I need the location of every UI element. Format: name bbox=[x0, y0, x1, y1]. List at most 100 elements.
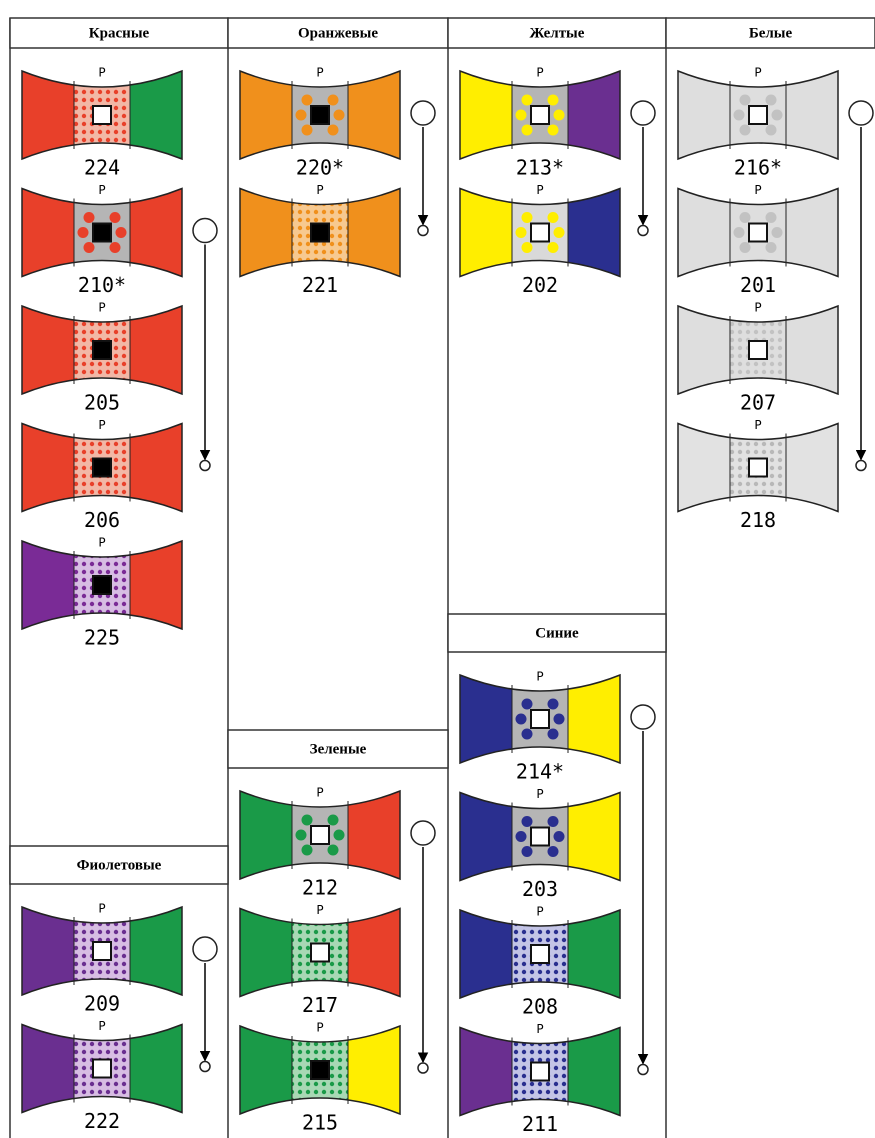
dot bbox=[83, 242, 95, 253]
sample: P 214* bbox=[459, 670, 621, 784]
end-circle bbox=[637, 1063, 649, 1076]
start-circle bbox=[192, 217, 218, 244]
dot bbox=[521, 816, 533, 827]
left-panel bbox=[22, 188, 74, 277]
sample: P 210* bbox=[21, 183, 183, 297]
dot bbox=[547, 846, 559, 857]
center-square bbox=[310, 942, 330, 963]
dot bbox=[771, 109, 783, 121]
dot bbox=[547, 698, 559, 710]
outline bbox=[459, 791, 621, 882]
sample-code: 205 bbox=[84, 391, 120, 415]
sample: P 202 bbox=[459, 183, 621, 297]
sample-code: 215 bbox=[302, 1111, 338, 1135]
outline bbox=[21, 539, 183, 631]
p-label: P bbox=[536, 183, 543, 197]
p-label: P bbox=[316, 66, 323, 80]
center-square bbox=[92, 457, 112, 478]
p-label: P bbox=[316, 903, 323, 917]
sample-code: 202 bbox=[522, 273, 558, 297]
sample-code: 218 bbox=[740, 508, 776, 532]
left-panel bbox=[678, 306, 730, 394]
dot bbox=[515, 831, 527, 842]
section-header bbox=[665, 17, 875, 49]
left-panel bbox=[678, 423, 730, 512]
start-circle bbox=[848, 100, 874, 126]
outline bbox=[459, 908, 621, 1000]
right-panel bbox=[130, 423, 182, 512]
right-panel bbox=[348, 1026, 400, 1114]
center-square bbox=[530, 1061, 550, 1082]
dot bbox=[301, 94, 313, 106]
section-title: Оранжевые bbox=[298, 25, 378, 41]
section: Оранжевые P 220* P 221 bbox=[227, 17, 449, 297]
outline bbox=[239, 69, 401, 161]
sample: P 208 bbox=[459, 905, 621, 1019]
left-panel bbox=[460, 71, 512, 159]
dot bbox=[739, 124, 751, 136]
section: Фиолетовые P 209 P 222 bbox=[9, 845, 229, 1133]
center-square bbox=[92, 222, 112, 243]
p-label: P bbox=[754, 301, 761, 315]
section-header bbox=[447, 613, 667, 653]
center-square bbox=[530, 222, 550, 243]
start-circle bbox=[410, 100, 436, 126]
section: Синие P 214* P 203 P 208 P 211 bbox=[447, 613, 667, 1136]
outline bbox=[459, 69, 621, 161]
right-panel bbox=[130, 188, 182, 277]
dot bbox=[547, 242, 559, 253]
section-header bbox=[9, 17, 229, 49]
right-panel bbox=[130, 541, 182, 629]
section: Желтые P 213* P 202 bbox=[447, 17, 667, 297]
sample: P 213* bbox=[459, 66, 621, 180]
section-title: Зеленые bbox=[310, 741, 367, 757]
dot bbox=[109, 242, 121, 253]
right-panel bbox=[568, 71, 620, 159]
dot bbox=[515, 109, 527, 121]
end-circle bbox=[855, 459, 867, 472]
sample: P 220* bbox=[239, 66, 401, 180]
sample-code: 214* bbox=[516, 760, 564, 784]
dot bbox=[333, 829, 345, 841]
section-title: Желтые bbox=[530, 25, 585, 41]
sample: P 205 bbox=[21, 301, 183, 415]
sample-code: 222 bbox=[84, 1109, 120, 1133]
dot bbox=[521, 728, 533, 740]
right-panel bbox=[786, 423, 838, 512]
dot bbox=[301, 124, 313, 136]
dot bbox=[739, 94, 751, 106]
dot bbox=[553, 109, 565, 121]
right-panel bbox=[348, 71, 400, 159]
center-square bbox=[748, 222, 768, 243]
sample: P 207 bbox=[677, 301, 839, 415]
center-square bbox=[530, 709, 550, 729]
p-label: P bbox=[98, 183, 105, 197]
center-square bbox=[92, 340, 112, 360]
dot bbox=[765, 212, 777, 223]
sample: P 221 bbox=[239, 183, 401, 297]
dot bbox=[327, 94, 339, 106]
p-label: P bbox=[98, 902, 105, 916]
right-panel bbox=[568, 675, 620, 763]
p-label: P bbox=[98, 418, 105, 432]
sample: P 201 bbox=[677, 183, 839, 297]
sample: P 215 bbox=[239, 1021, 401, 1135]
center-square bbox=[92, 941, 112, 961]
sample: P 203 bbox=[459, 787, 621, 901]
center-square bbox=[310, 222, 330, 243]
sample-code: 225 bbox=[84, 626, 120, 650]
outline bbox=[21, 905, 183, 997]
p-label: P bbox=[536, 670, 543, 684]
left-panel bbox=[460, 1027, 512, 1116]
right-panel bbox=[130, 1024, 182, 1113]
right-panel bbox=[348, 908, 400, 997]
dot bbox=[327, 814, 339, 826]
dot bbox=[547, 124, 559, 136]
left-panel bbox=[240, 1026, 292, 1114]
dot bbox=[765, 242, 777, 253]
right-panel bbox=[568, 1027, 620, 1116]
sample: P 217 bbox=[239, 903, 401, 1017]
dot bbox=[295, 109, 307, 121]
center-square bbox=[310, 1060, 330, 1080]
sample-code: 208 bbox=[522, 995, 558, 1019]
